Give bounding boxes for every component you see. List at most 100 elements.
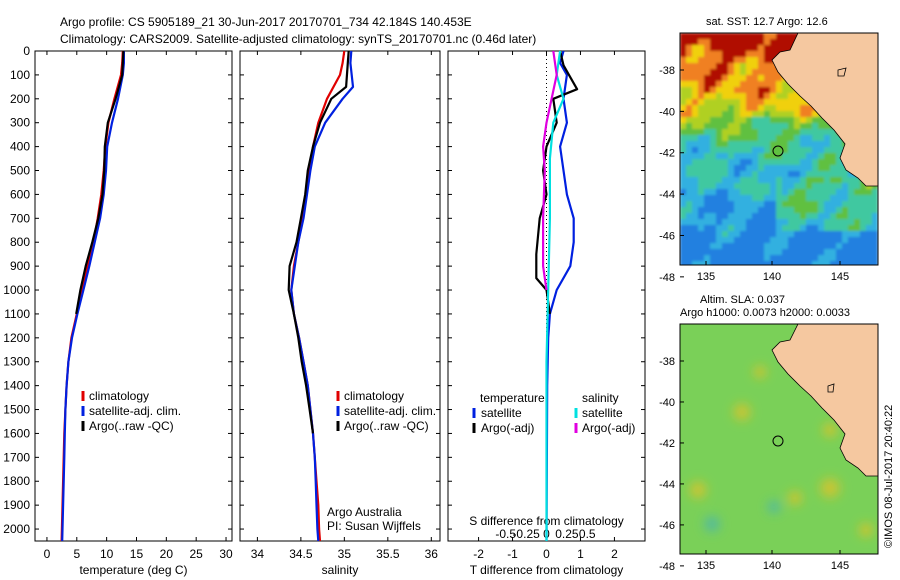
sst-cell xyxy=(830,207,836,213)
sst-cell xyxy=(830,237,836,243)
sst-cell xyxy=(692,111,698,117)
sst-cell xyxy=(776,99,782,105)
sst-cell xyxy=(758,159,764,165)
sst-cell xyxy=(770,177,776,183)
sst-cell xyxy=(734,219,740,225)
x-tick-label: -2 xyxy=(473,547,484,561)
legend-label: Argo(..raw -QC) xyxy=(344,419,429,433)
sst-cell xyxy=(698,81,704,87)
sst-cell xyxy=(740,183,746,189)
sst-cell xyxy=(686,153,692,159)
sst-cell xyxy=(698,177,704,183)
sst-cell xyxy=(692,183,698,189)
sst-cell xyxy=(794,165,800,171)
sst-cell xyxy=(782,129,788,135)
sst-cell xyxy=(752,195,758,201)
sst-cell xyxy=(680,177,686,183)
sst-cell xyxy=(746,213,752,219)
sst-cell xyxy=(872,255,878,261)
sst-cell xyxy=(842,249,848,255)
y-tick-label: -44 xyxy=(659,479,675,491)
sst-cell xyxy=(728,159,734,165)
sst-cell xyxy=(788,135,794,141)
sst-cell xyxy=(716,237,722,243)
sst-cell xyxy=(734,255,740,261)
y-tick-label: 1700 xyxy=(3,450,30,464)
sst-cell xyxy=(698,183,704,189)
sst-cell xyxy=(692,93,698,99)
sst-cell xyxy=(716,51,722,57)
sla-positive-anomaly xyxy=(856,520,876,540)
sst-cell xyxy=(776,237,782,243)
sst-cell xyxy=(704,255,710,261)
sst-cell xyxy=(710,123,716,129)
y-tick-label: 400 xyxy=(10,140,30,154)
sst-cell xyxy=(800,135,806,141)
sst-cell xyxy=(824,201,830,207)
sst-cell xyxy=(812,195,818,201)
sst-cell xyxy=(686,99,692,105)
sst-cell xyxy=(692,261,698,265)
sst-cell xyxy=(710,135,716,141)
sst-cell xyxy=(764,123,770,129)
sst-cell xyxy=(692,171,698,177)
sst-cell xyxy=(794,243,800,249)
sst-cell xyxy=(680,45,686,51)
sst-cell xyxy=(680,171,686,177)
sst-cell xyxy=(794,213,800,219)
legend-label: satellite xyxy=(481,406,522,420)
sst-cell xyxy=(710,219,716,225)
sst-cell xyxy=(716,207,722,213)
sst-cell xyxy=(788,153,794,159)
y-tick-label: 100 xyxy=(10,68,30,82)
sst-cell xyxy=(710,183,716,189)
x-tick-label: 34.5 xyxy=(289,547,313,561)
sst-cell xyxy=(866,225,872,231)
sst-cell xyxy=(728,165,734,171)
sst-cell xyxy=(716,225,722,231)
sst-cell xyxy=(758,51,764,57)
sst-cell xyxy=(758,147,764,153)
sst-cell xyxy=(812,261,818,265)
sst-cell xyxy=(740,153,746,159)
sst-cell xyxy=(722,207,728,213)
y-tick-label: -46 xyxy=(659,230,675,242)
sst-cell xyxy=(782,123,788,129)
sst-cell xyxy=(734,51,740,57)
sst-cell xyxy=(698,147,704,153)
sst-cell xyxy=(770,201,776,207)
sst-cell xyxy=(782,255,788,261)
sst-cell xyxy=(872,213,878,219)
y-tick-label: -38 xyxy=(659,356,675,368)
sst-cell xyxy=(692,51,698,57)
s-tick-label: 0.25 xyxy=(555,527,579,541)
sla-island xyxy=(827,383,835,393)
sst-cell xyxy=(872,249,878,255)
sst-cell xyxy=(728,213,734,219)
sst-cell xyxy=(710,213,716,219)
sst-cell xyxy=(734,117,740,123)
sst-cell xyxy=(686,201,692,207)
sst-cell xyxy=(806,117,812,123)
sst-cell xyxy=(812,117,818,123)
sst-cell xyxy=(728,195,734,201)
sst-cell xyxy=(782,177,788,183)
sst-cell xyxy=(812,237,818,243)
sst-cell xyxy=(734,249,740,255)
sst-cell xyxy=(722,105,728,111)
sst-cell xyxy=(740,249,746,255)
sst-cell xyxy=(764,255,770,261)
sst-cell xyxy=(830,195,836,201)
sst-cell xyxy=(728,135,734,141)
sst-cell xyxy=(746,183,752,189)
sst-cell xyxy=(746,33,752,39)
sst-cell xyxy=(692,147,698,153)
sst-cell xyxy=(848,237,854,243)
sst-cell xyxy=(686,111,692,117)
sst-cell xyxy=(758,171,764,177)
sst-cell xyxy=(698,207,704,213)
sst-cell xyxy=(716,195,722,201)
sst-cell xyxy=(824,249,830,255)
sst-cell xyxy=(764,243,770,249)
sst-cell xyxy=(818,183,824,189)
